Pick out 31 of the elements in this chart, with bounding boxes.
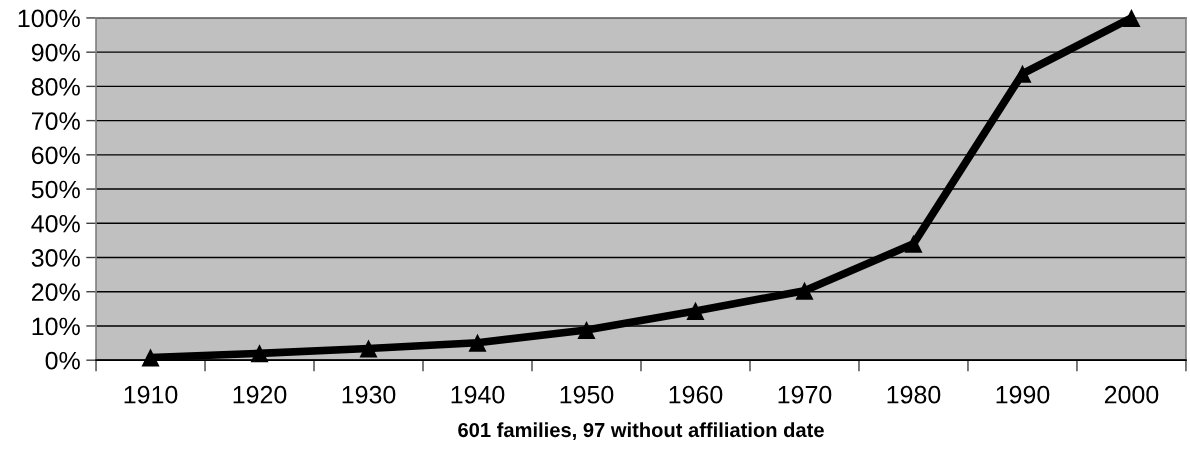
- x-tick-label: 1960: [669, 385, 723, 404]
- y-tick-label: 0%: [45, 351, 80, 370]
- x-tick-label: 1980: [887, 385, 941, 404]
- y-tick-label: 20%: [31, 283, 80, 302]
- point: [577, 321, 596, 340]
- y-tick-label: 80%: [31, 77, 80, 96]
- y-tick-label: 40%: [31, 214, 80, 233]
- point: [904, 234, 923, 253]
- x-tick-label: 1910: [124, 385, 178, 404]
- x-tick-label: 1990: [996, 385, 1050, 404]
- point: [468, 333, 487, 352]
- y-tick-label: 60%: [31, 146, 80, 165]
- y-tick-label: 10%: [32, 317, 80, 336]
- x-tick-label: 1970: [778, 385, 832, 404]
- x-tick-label: 1930: [342, 385, 396, 404]
- point: [141, 348, 160, 367]
- x-tick-label: 1920: [233, 385, 287, 404]
- point: [250, 344, 269, 363]
- y-tick-label: 50%: [31, 180, 80, 199]
- y-tick-label: 70%: [32, 112, 80, 130]
- y-tick-label: 100%: [18, 9, 80, 28]
- x-tick-label: 1940: [451, 385, 505, 404]
- x-axis-title: 601 families, 97 without affiliation date: [458, 422, 824, 441]
- x-tick-label: 2000: [1104, 385, 1159, 404]
- point: [686, 301, 705, 320]
- point: [795, 281, 814, 300]
- point: [1122, 8, 1141, 27]
- y-tick-label: 90%: [31, 43, 80, 62]
- point: [359, 339, 378, 358]
- x-tick-label: 1950: [560, 385, 614, 404]
- y-tick-label: 30%: [31, 249, 80, 267]
